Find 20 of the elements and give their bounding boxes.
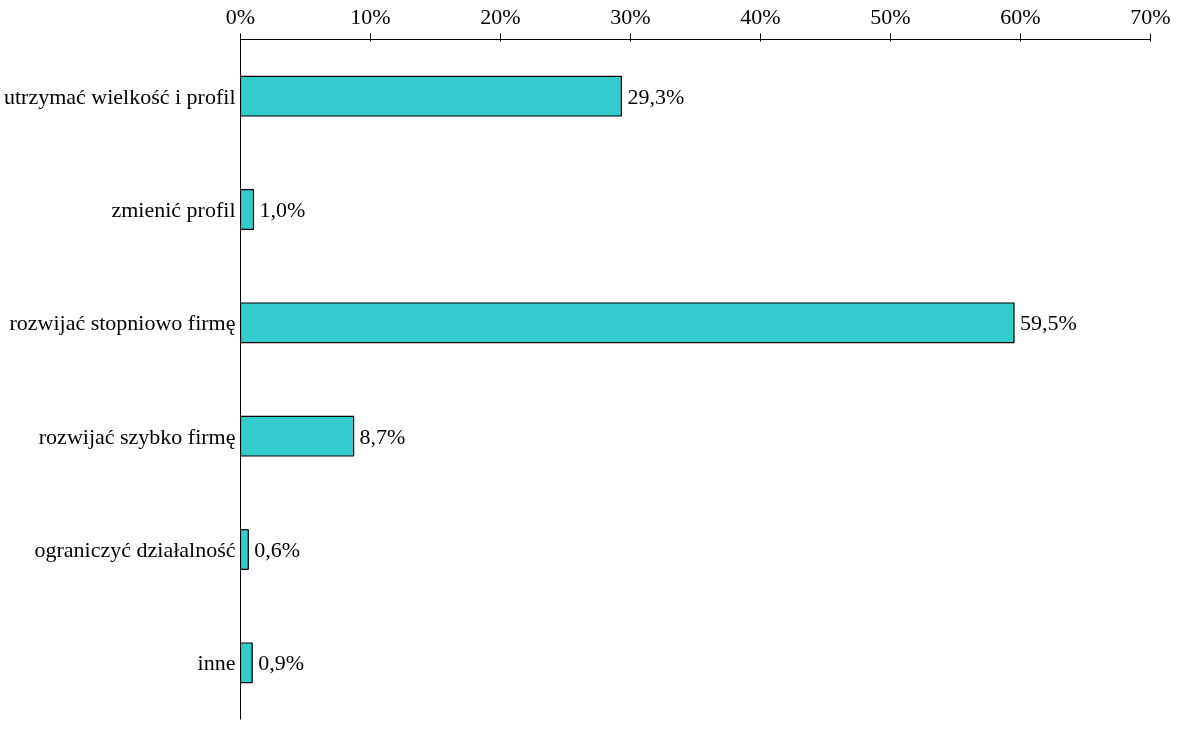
x-tick-label: 60% [1000, 3, 1041, 29]
x-tick-label: 50% [870, 3, 911, 29]
data-label: 1,0% [259, 197, 306, 222]
data-label: 8,7% [359, 423, 406, 449]
x-tick-label: 40% [740, 3, 781, 29]
data-label: 29,3% [627, 83, 685, 109]
y-tick-label: zmienić profil [111, 197, 236, 222]
x-tick-label: 70% [1130, 3, 1171, 29]
x-tick-label: 30% [610, 3, 651, 29]
data-label: 0,9% [258, 650, 305, 676]
x-tick-label: 0% [225, 3, 256, 29]
x-tick-label: 10% [350, 3, 391, 29]
y-tick-label: inne [197, 650, 236, 676]
y-tick-label: utrzymać wielkość i profil [3, 83, 236, 109]
y-tick-label: ograniczyć działalność [34, 537, 236, 562]
data-label: 0,6% [254, 537, 301, 562]
data-label: 59,5% [1020, 310, 1077, 336]
y-tick-label: rozwijać stopniowo firmę [9, 310, 236, 336]
x-tick-label: 20% [480, 3, 521, 29]
y-tick-label: rozwijać szybko firmę [38, 423, 236, 449]
